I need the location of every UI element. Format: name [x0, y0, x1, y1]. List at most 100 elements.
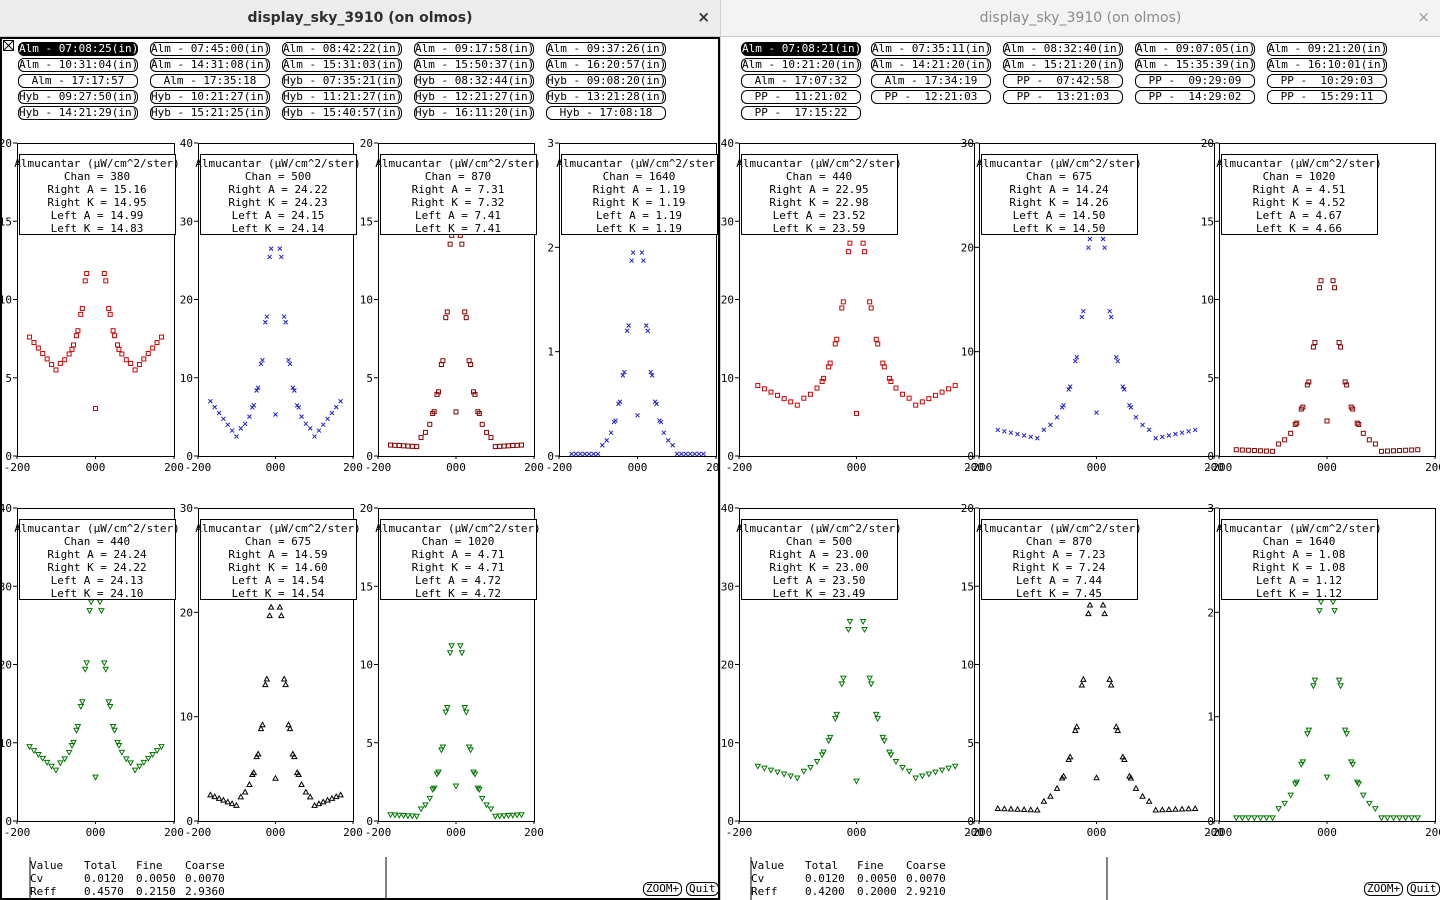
session-tab-button[interactable]: Alm - 07:08:25(in) — [18, 42, 138, 56]
session-tab-button[interactable]: Alm - 07:35:11(in) — [871, 42, 991, 56]
data-point-square — [1324, 418, 1330, 424]
session-tab-button[interactable]: Alm - 16:20:57(in) — [546, 58, 666, 72]
session-tab-button[interactable]: PP - 10:29:03 — [1267, 74, 1387, 88]
session-tab-button[interactable]: Alm - 15:35:39(in) — [1135, 58, 1255, 72]
x-tick-label: 000 — [847, 461, 867, 474]
session-tab-button[interactable]: Alm - 17:35:18 — [150, 74, 270, 88]
data-point-triangle — [1245, 815, 1252, 822]
close-icon[interactable]: × — [1417, 8, 1430, 26]
session-tab-button[interactable]: Hyb - 12:21:27(in) — [414, 90, 534, 104]
data-point-triangle — [879, 734, 887, 741]
data-point-square — [1298, 406, 1304, 412]
legend-line: Chan = 870 — [425, 170, 491, 183]
data-point-x — [286, 357, 291, 363]
y-tick-label: 15 — [1201, 215, 1214, 228]
y-tick-label: 5 — [5, 372, 12, 385]
data-point-triangle — [86, 608, 93, 615]
data-point-triangle — [114, 739, 121, 746]
session-tab-button[interactable]: Alm - 14:21:20(in) — [871, 58, 991, 72]
legend-title: Almucantar (µW/cm^2/ster) — [736, 522, 902, 535]
session-tab-button[interactable]: PP - 11:21:02 — [741, 90, 861, 104]
data-point-square — [1336, 340, 1342, 346]
session-tab-button[interactable]: Hyb - 14:21:29(in) — [18, 106, 138, 120]
session-tab-button[interactable]: Alm - 10:21:20(in) — [741, 58, 861, 72]
session-tab-button[interactable]: Alm - 16:10:01(in) — [1267, 58, 1387, 72]
session-tab-button[interactable]: Hyb - 09:08:20(in) — [546, 74, 666, 88]
data-point-square — [1338, 344, 1344, 350]
data-point-square — [926, 396, 932, 402]
session-tab-button[interactable]: Alm - 15:21:20(in) — [1003, 58, 1123, 72]
session-tab-button[interactable]: PP - 15:29:11 — [1267, 90, 1387, 104]
data-point-square — [919, 399, 925, 405]
session-tab-button[interactable]: Alm - 09:17:58(in) — [414, 42, 534, 56]
data-point-triangle — [433, 771, 441, 778]
data-point-x — [1192, 427, 1198, 433]
session-tab-button[interactable]: Hyb - 11:21:27(in) — [282, 90, 402, 104]
zoom-button[interactable]: ZOOM+ — [643, 882, 683, 896]
data-point-x — [283, 319, 289, 325]
x-tick-label: 000 — [266, 826, 286, 839]
session-tab-button[interactable]: Alm - 07:45:00(in) — [150, 42, 270, 56]
session-tab-button[interactable]: PP - 12:21:03 — [871, 90, 991, 104]
session-tab-button[interactable]: Hyb - 16:11:20(in) — [414, 106, 534, 120]
data-point-x — [1128, 404, 1134, 410]
session-tab-button[interactable]: Hyb - 13:21:28(in) — [546, 90, 666, 104]
session-tab-button[interactable]: PP - 09:29:09 — [1135, 74, 1255, 88]
x-tick-label: -200 — [185, 826, 212, 839]
data-point-triangle — [78, 699, 86, 706]
table-cell: 0.2150 — [136, 885, 176, 898]
session-tab-button[interactable]: PP - 17:15:22 — [741, 106, 861, 120]
session-tab-button[interactable]: Alm - 15:31:03(in) — [282, 58, 402, 72]
session-tab-button[interactable]: Hyb - 07:35:21(in) — [282, 74, 402, 88]
data-point-x — [569, 451, 574, 457]
session-tab-button[interactable]: Alm - 17:34:19 — [871, 74, 991, 88]
session-tab-button[interactable]: Alm - 10:31:04(in) — [18, 58, 138, 72]
legend-box — [741, 519, 898, 600]
data-point-square — [443, 315, 449, 321]
data-point-square — [514, 442, 520, 448]
session-tab-button[interactable]: Alm - 09:37:26(in) — [546, 42, 666, 56]
data-point-square — [1312, 340, 1318, 346]
session-tab-button[interactable]: Alm - 17:07:32 — [741, 74, 861, 88]
session-tab-button[interactable]: Alm - 09:21:20(in) — [1267, 42, 1387, 56]
zoom-button[interactable]: ZOOM+ — [1364, 882, 1404, 896]
session-tab-button[interactable]: Hyb - 15:21:25(in) — [150, 106, 270, 120]
data-point-square — [832, 341, 838, 347]
quit-button[interactable]: Quit — [686, 882, 719, 896]
plot-panel: 0 5 10 15 20 -200 000 200 Almucantar (µW/cm^2/st… — [360, 137, 544, 474]
data-point-square — [761, 386, 767, 392]
data-point-triangle — [1232, 815, 1240, 822]
legend-line: Chan = 380 — [64, 170, 130, 183]
session-tab-button[interactable]: Alm - 08:32:40(in) — [1003, 42, 1123, 56]
session-tab-button[interactable]: Hyb - 09:27:50(in) — [18, 90, 138, 104]
session-tab-button[interactable]: Hyb - 15:40:57(in) — [282, 106, 402, 120]
session-tab-button[interactable]: Alm - 17:17:57 — [18, 74, 138, 88]
session-tab-button[interactable]: Hyb - 08:32:44(in) — [414, 74, 534, 88]
session-tab-button[interactable]: Alm - 07:08:21(in) — [741, 42, 861, 56]
session-tab-button[interactable]: Alm - 08:42:22(in) — [282, 42, 402, 56]
legend-line: Right K = 4.71 — [412, 561, 505, 574]
close-icon[interactable]: × — [697, 8, 710, 26]
data-point-x — [626, 323, 632, 328]
data-point-square — [1276, 441, 1282, 447]
session-tab-button[interactable]: Alm - 14:31:08(in) — [150, 58, 270, 72]
session-tab-button[interactable]: Alm - 09:07:05(in) — [1135, 42, 1255, 56]
legend-line: Left A = 1.19 — [596, 209, 682, 222]
window-checkbox-icon[interactable] — [3, 40, 14, 51]
session-tab-button[interactable]: PP - 14:29:02 — [1135, 90, 1255, 104]
data-point-triangle — [1085, 610, 1092, 617]
session-tab-button[interactable]: Alm - 15:50:37(in) — [414, 58, 534, 72]
data-point-x — [643, 323, 649, 328]
session-tab-button[interactable]: PP - 13:21:03 — [1003, 90, 1123, 104]
window-titlebar[interactable]: display_sky_3910 (on olmos) × — [721, 0, 1440, 37]
data-point-triangle — [136, 763, 143, 770]
session-tab-button[interactable]: Hyb - 10:21:27(in) — [150, 90, 270, 104]
session-tab-button[interactable]: Hyb - 17:08:18 — [546, 106, 666, 120]
data-point-square — [906, 395, 912, 401]
legend-line: Left K = 4.72 — [415, 587, 501, 600]
quit-button[interactable]: Quit — [1407, 882, 1440, 896]
data-point-x — [1021, 433, 1027, 438]
window-titlebar[interactable]: display_sky_3910 (on olmos) × — [0, 0, 720, 37]
session-tab-button[interactable]: PP - 07:42:58 — [1003, 74, 1123, 88]
data-point-triangle — [438, 747, 445, 754]
